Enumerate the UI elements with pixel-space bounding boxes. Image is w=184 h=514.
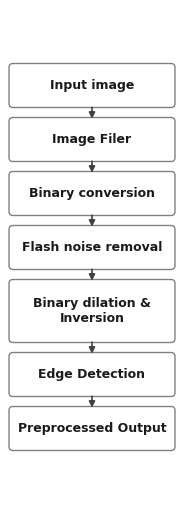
FancyBboxPatch shape [9, 64, 175, 107]
Text: Flash noise removal: Flash noise removal [22, 241, 162, 254]
FancyBboxPatch shape [9, 118, 175, 161]
Text: Preprocessed Output: Preprocessed Output [18, 422, 166, 435]
FancyBboxPatch shape [9, 226, 175, 269]
Text: Image Filer: Image Filer [52, 133, 132, 146]
Text: Input image: Input image [50, 79, 134, 92]
FancyBboxPatch shape [9, 407, 175, 450]
FancyBboxPatch shape [9, 280, 175, 342]
Text: Binary dilation &
Inversion: Binary dilation & Inversion [33, 297, 151, 325]
FancyBboxPatch shape [9, 172, 175, 215]
FancyBboxPatch shape [9, 353, 175, 396]
Text: Binary conversion: Binary conversion [29, 187, 155, 200]
Text: Edge Detection: Edge Detection [38, 368, 146, 381]
